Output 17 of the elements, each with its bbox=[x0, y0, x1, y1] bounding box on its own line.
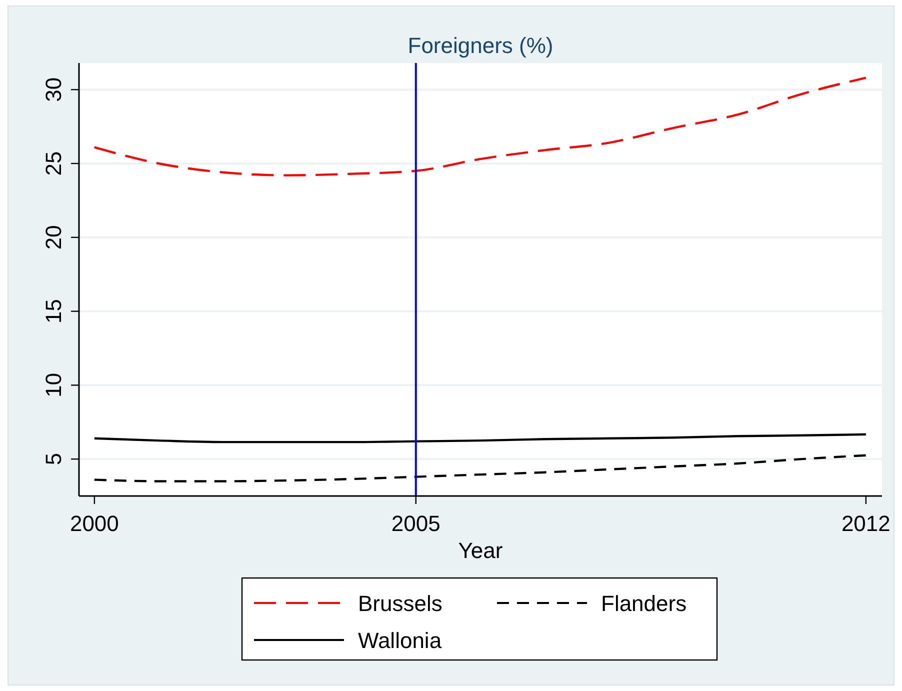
y-tick-label: 20 bbox=[41, 225, 66, 250]
y-tick-label: 5 bbox=[41, 452, 66, 466]
legend-label: Wallonia bbox=[358, 628, 442, 653]
legend-label: Flanders bbox=[601, 591, 687, 616]
x-tick-label: 2000 bbox=[70, 511, 119, 536]
legend-label: Brussels bbox=[358, 591, 442, 616]
line-series bbox=[93, 454, 868, 482]
y-tick-label: 25 bbox=[41, 151, 66, 176]
line-series bbox=[93, 433, 868, 444]
line-series bbox=[93, 76, 868, 176]
x-tick-label: 2012 bbox=[841, 511, 890, 536]
x-tick-label: 2005 bbox=[391, 511, 440, 536]
y-tick-label: 10 bbox=[41, 372, 66, 398]
chart-title: Foreigners (%) bbox=[408, 33, 554, 58]
x-axis-title: Year bbox=[458, 538, 503, 563]
y-tick-label: 30 bbox=[41, 77, 66, 102]
y-tick-label: 15 bbox=[41, 299, 66, 324]
